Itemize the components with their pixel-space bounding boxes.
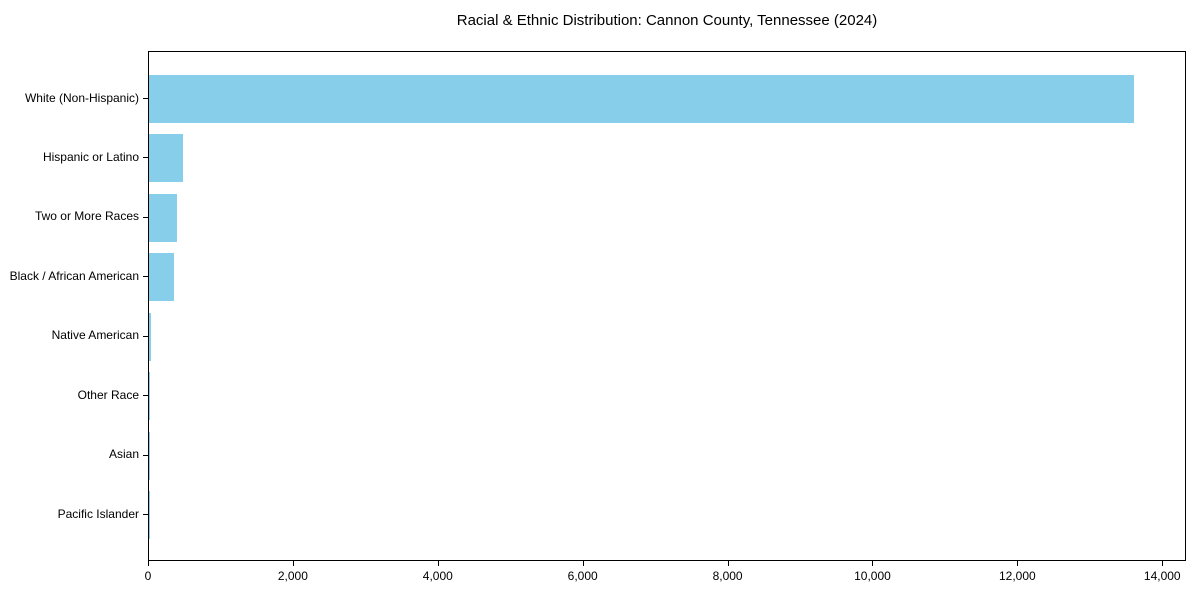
x-tick-mark xyxy=(727,561,729,566)
x-tick-mark xyxy=(437,561,439,566)
bar-asian xyxy=(149,431,150,480)
x-tick-label-0: 0 xyxy=(144,569,152,583)
x-tick-label-6000: 6,000 xyxy=(567,569,598,583)
bar-two-or-more-races xyxy=(149,193,177,242)
x-tick-mark xyxy=(1017,561,1019,566)
y-tick-label-native-american: Native American xyxy=(51,328,139,343)
x-tick-mark xyxy=(872,561,874,566)
y-tick-mark xyxy=(143,216,148,218)
chart-title: Racial & Ethnic Distribution: Cannon Cou… xyxy=(456,12,878,29)
y-tick-mark xyxy=(143,454,148,456)
y-tick-label-black-african-american: Black / African American xyxy=(9,268,139,283)
y-tick-mark xyxy=(143,395,148,397)
x-tick-label-14000: 14,000 xyxy=(1143,569,1181,583)
y-tick-label-other-race: Other Race xyxy=(77,387,139,402)
y-tick-label-white-non-hispanic: White (Non-Hispanic) xyxy=(24,90,139,105)
x-tick-mark xyxy=(148,561,149,566)
y-tick-label-hispanic-or-latino: Hispanic or Latino xyxy=(42,149,139,164)
bar-black-african-american xyxy=(149,253,174,302)
y-tick-label-two-or-more-races: Two or More Races xyxy=(34,209,139,224)
bar-native-american xyxy=(149,312,152,361)
y-tick-label-asian: Asian xyxy=(108,447,139,462)
x-tick-label-12000: 12,000 xyxy=(999,569,1036,583)
y-tick-label-pacific-islander: Pacific Islander xyxy=(57,506,139,521)
y-tick-mark xyxy=(143,98,148,99)
x-tick-mark xyxy=(292,561,294,566)
y-tick-mark xyxy=(143,157,148,159)
x-tick-mark xyxy=(1162,561,1164,566)
x-tick-label-4000: 4,000 xyxy=(422,569,453,583)
bar-white-non-hispanic xyxy=(149,75,1135,123)
x-tick-label-10000: 10,000 xyxy=(854,569,891,583)
bar-hispanic-or-latino xyxy=(149,134,184,183)
y-tick-mark xyxy=(143,514,148,515)
bar-other-race xyxy=(149,372,150,421)
plot-area xyxy=(148,51,1186,561)
y-tick-mark xyxy=(143,335,148,337)
x-tick-label-2000: 2,000 xyxy=(277,569,308,583)
y-tick-mark xyxy=(143,276,148,278)
x-tick-label-8000: 8,000 xyxy=(712,569,743,583)
x-tick-mark xyxy=(582,561,584,566)
